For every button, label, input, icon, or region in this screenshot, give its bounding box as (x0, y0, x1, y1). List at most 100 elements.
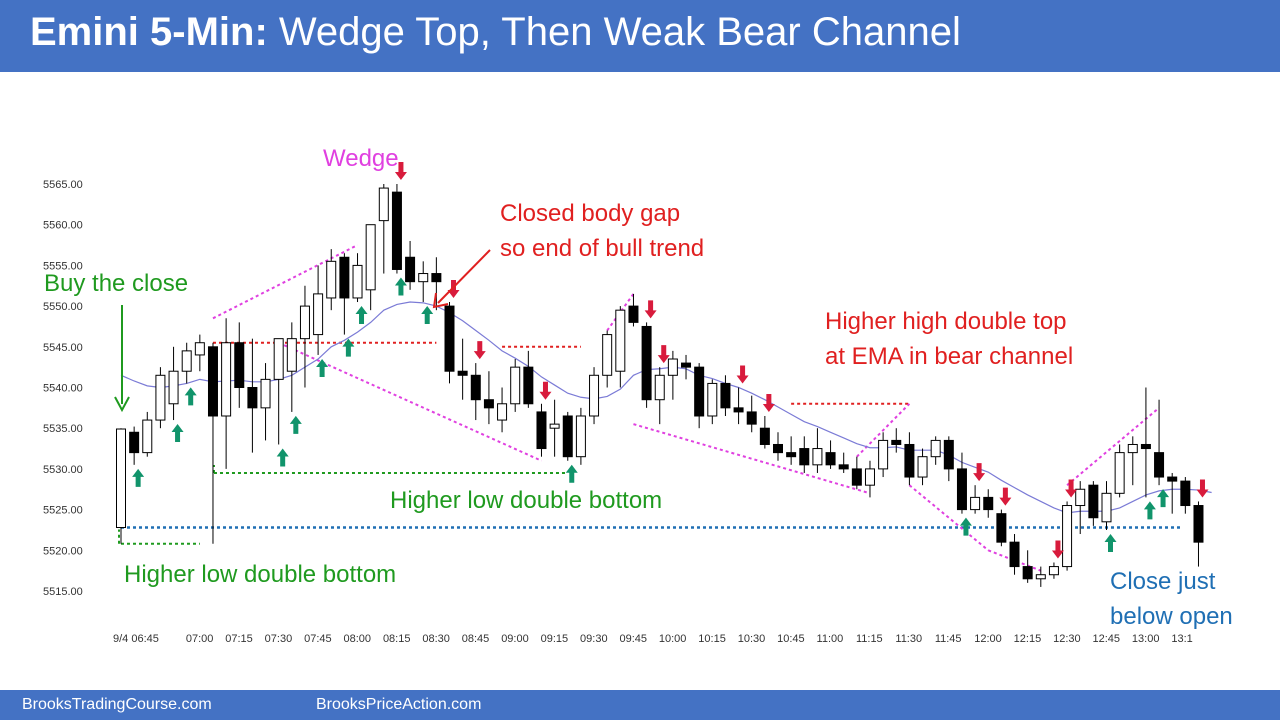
candle-bear (956, 468, 967, 511)
x-tick-label: 09:45 (619, 633, 647, 645)
candlestick-chart: 5565.00 5560.00 5555.00 5550.00 5545.00 5540.… (43, 145, 1233, 645)
x-tick-label: 07:30 (265, 633, 293, 645)
candle-bear (129, 431, 140, 454)
gap-arrow-head (432, 292, 449, 309)
candle-bear (470, 374, 481, 401)
candle-bear (339, 256, 350, 299)
x-tick-label: 10:45 (777, 633, 805, 645)
x-tick-label: 09:15 (541, 633, 569, 645)
candle-bull (878, 439, 889, 470)
candle-bear (720, 382, 731, 409)
x-tick-label: 07:45 (304, 633, 332, 645)
buy-signal-arrow (1143, 501, 1156, 520)
title-bar (0, 0, 1280, 72)
candle-bear (562, 415, 573, 458)
candle-bull (365, 224, 376, 291)
candle-bear (681, 362, 692, 368)
candle-bear (851, 468, 862, 486)
buy-signal-arrow (421, 306, 434, 325)
candle-bear (891, 439, 902, 445)
title-description: Wedge Top, Then Weak Bear Channel (267, 10, 961, 54)
buy-signal-arrow (184, 387, 197, 406)
y-tick-label: 5560.00 (43, 220, 83, 232)
candle-bull (221, 342, 232, 417)
candle-bull (602, 334, 613, 376)
sell-signal-arrow (736, 365, 749, 384)
buy-signal-arrow (316, 358, 329, 377)
candle-bear (641, 325, 652, 401)
wedge-line (908, 484, 989, 552)
annotations: Wedge Closed body gap so end of bull tre… (44, 145, 1233, 630)
candle-bull (654, 374, 665, 401)
candle-bear (523, 366, 534, 405)
footer-link-price-action[interactable]: BrooksPriceAction.com (316, 696, 482, 713)
candle-bull (1127, 443, 1138, 454)
candle-bear (838, 464, 849, 470)
candle-bear (825, 452, 836, 466)
buy-signal-arrow (959, 517, 972, 536)
x-tick-label: 9/4 06:45 (113, 633, 159, 645)
annotation-hh-dt-1: Higher high double top (825, 308, 1067, 335)
candle-bear (799, 448, 810, 466)
x-tick-label: 12:30 (1053, 633, 1081, 645)
candle-bear (759, 427, 770, 445)
x-tick-label: 13:1 (1171, 633, 1192, 645)
annotation-hl-db-left: Higher low double bottom (124, 561, 396, 588)
x-axis: 9/4 06:45 07:00 07:15 07:30 07:45 08:00 08:15 0… (113, 633, 1193, 645)
signal-arrows (132, 162, 1209, 559)
x-tick-label: 11:00 (817, 633, 844, 645)
x-tick-label: 11:45 (935, 633, 962, 645)
candle-bull (549, 423, 560, 429)
x-tick-label: 07:00 (186, 633, 214, 645)
candle-bear (628, 305, 639, 323)
y-tick-label: 5555.00 (43, 260, 83, 272)
candle-bull (168, 370, 179, 405)
candle-bear (983, 496, 994, 511)
x-tick-label: 13:00 (1132, 633, 1160, 645)
gap-arrow (437, 249, 491, 304)
buy-signal-arrow (171, 424, 184, 443)
y-tick-label: 5520.00 (43, 545, 83, 557)
sell-signal-arrow (644, 300, 657, 319)
candle-bear (247, 387, 258, 409)
buy-signal-arrow (394, 277, 407, 296)
candle-bull (299, 305, 310, 340)
candles (116, 184, 1204, 587)
candle-bull (181, 350, 192, 372)
x-tick-label: 10:15 (698, 633, 726, 645)
title-instrument: Emini 5-Min: (30, 10, 268, 54)
sell-signal-arrow (1051, 540, 1064, 559)
annotation-close-1: Close just (1110, 568, 1216, 595)
annotation-hl-db-mid: Higher low double bottom (390, 487, 662, 514)
candle-bear (996, 513, 1007, 543)
sell-signal-arrow (539, 381, 552, 400)
candle-bull (1062, 505, 1073, 568)
sell-signal-arrow (473, 341, 486, 360)
candle-bull (589, 374, 600, 417)
ema-line (120, 301, 1212, 514)
candle-bull (970, 496, 981, 511)
wedge-line (856, 403, 911, 458)
candle-bear (786, 452, 797, 458)
candle-bull (1114, 452, 1125, 494)
candle-bear (746, 411, 757, 425)
footer-link-trading-course[interactable]: BrooksTradingCourse.com (22, 696, 212, 713)
y-tick-label: 5565.00 (43, 179, 83, 191)
footer-bar (0, 690, 1280, 720)
annotation-wedge: Wedge (323, 145, 399, 172)
y-tick-label: 5515.00 (43, 586, 83, 598)
y-tick-label: 5525.00 (43, 505, 83, 517)
candle-bear (431, 273, 442, 283)
sell-signal-arrow (973, 463, 986, 482)
candle-bull (667, 358, 678, 376)
buy-signal-arrow (132, 468, 145, 487)
candle-bear (483, 399, 494, 409)
candle-bear (1009, 541, 1020, 568)
candle-bull (864, 468, 875, 486)
buy-signal-arrow (276, 448, 289, 467)
candle-bear (1167, 476, 1178, 482)
sell-signal-arrow (657, 345, 670, 364)
sell-signal-arrow (447, 280, 460, 299)
y-tick-label: 5540.00 (43, 383, 83, 395)
candle-bull (930, 439, 941, 458)
